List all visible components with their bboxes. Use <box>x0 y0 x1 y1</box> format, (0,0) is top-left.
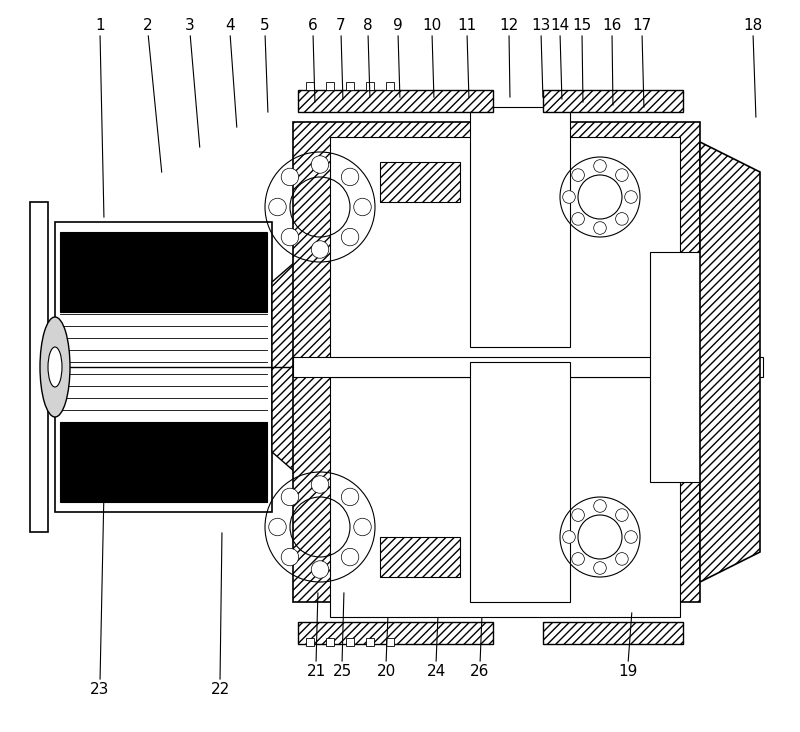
Circle shape <box>281 228 298 246</box>
Polygon shape <box>293 367 700 602</box>
Circle shape <box>562 531 575 543</box>
Bar <box>298 90 493 112</box>
Circle shape <box>354 198 371 216</box>
Bar <box>543 90 683 112</box>
Circle shape <box>616 509 628 521</box>
Bar <box>293 357 763 377</box>
Circle shape <box>594 500 606 512</box>
Circle shape <box>594 561 606 575</box>
Circle shape <box>311 476 329 493</box>
Polygon shape <box>293 122 700 367</box>
Circle shape <box>616 212 628 225</box>
Circle shape <box>616 169 628 182</box>
Bar <box>326 82 334 90</box>
Circle shape <box>269 518 286 536</box>
Bar <box>60 232 267 312</box>
Text: 26: 26 <box>470 665 490 679</box>
Bar <box>386 82 394 90</box>
Circle shape <box>342 488 359 506</box>
Text: 6: 6 <box>308 18 318 32</box>
Text: 4: 4 <box>225 18 235 32</box>
Text: 22: 22 <box>210 682 230 698</box>
Ellipse shape <box>48 347 62 387</box>
Text: 18: 18 <box>743 18 762 32</box>
Polygon shape <box>700 142 760 582</box>
Bar <box>306 638 314 646</box>
Circle shape <box>342 168 359 186</box>
Bar <box>330 377 680 617</box>
Circle shape <box>281 548 298 566</box>
Circle shape <box>311 156 329 173</box>
Text: 23: 23 <box>90 682 110 698</box>
Circle shape <box>572 553 584 565</box>
Bar <box>543 622 683 644</box>
Text: 3: 3 <box>185 18 195 32</box>
Bar <box>366 82 374 90</box>
Circle shape <box>594 222 606 234</box>
Bar <box>30 202 48 532</box>
Circle shape <box>269 198 286 216</box>
Circle shape <box>354 518 371 536</box>
Circle shape <box>625 531 638 543</box>
Text: 8: 8 <box>363 18 373 32</box>
Circle shape <box>281 488 298 506</box>
Bar <box>366 638 374 646</box>
Text: 13: 13 <box>531 18 550 32</box>
Text: 25: 25 <box>332 665 352 679</box>
Text: 12: 12 <box>499 18 518 32</box>
Circle shape <box>342 228 359 246</box>
Bar <box>386 638 394 646</box>
Text: 2: 2 <box>143 18 153 32</box>
Bar <box>650 252 730 482</box>
Circle shape <box>616 553 628 565</box>
Text: 9: 9 <box>393 18 403 32</box>
Circle shape <box>572 169 584 182</box>
Circle shape <box>572 212 584 225</box>
Text: 11: 11 <box>458 18 477 32</box>
Circle shape <box>562 191 575 203</box>
Bar <box>470 107 570 347</box>
Ellipse shape <box>40 317 70 417</box>
Circle shape <box>572 509 584 521</box>
Text: 19: 19 <box>618 665 638 679</box>
Text: 20: 20 <box>376 665 396 679</box>
Circle shape <box>281 168 298 186</box>
Text: 24: 24 <box>426 665 446 679</box>
Bar <box>380 537 460 577</box>
Text: 15: 15 <box>572 18 592 32</box>
Text: 1: 1 <box>95 18 105 32</box>
Bar <box>298 622 493 644</box>
Bar <box>60 422 267 502</box>
Circle shape <box>311 241 329 258</box>
Text: 10: 10 <box>422 18 442 32</box>
Circle shape <box>311 561 329 578</box>
Circle shape <box>625 191 638 203</box>
Bar <box>346 638 354 646</box>
Text: 17: 17 <box>632 18 652 32</box>
Bar <box>55 222 272 512</box>
Bar <box>470 362 570 602</box>
Polygon shape <box>272 262 295 472</box>
Text: 14: 14 <box>550 18 570 32</box>
Circle shape <box>342 548 359 566</box>
Circle shape <box>594 160 606 172</box>
Text: 21: 21 <box>306 665 326 679</box>
Bar <box>380 162 460 202</box>
Text: 7: 7 <box>336 18 346 32</box>
Bar <box>346 82 354 90</box>
Text: 16: 16 <box>602 18 622 32</box>
Bar <box>326 638 334 646</box>
Text: 5: 5 <box>260 18 270 32</box>
Bar <box>306 82 314 90</box>
Bar <box>330 137 680 367</box>
